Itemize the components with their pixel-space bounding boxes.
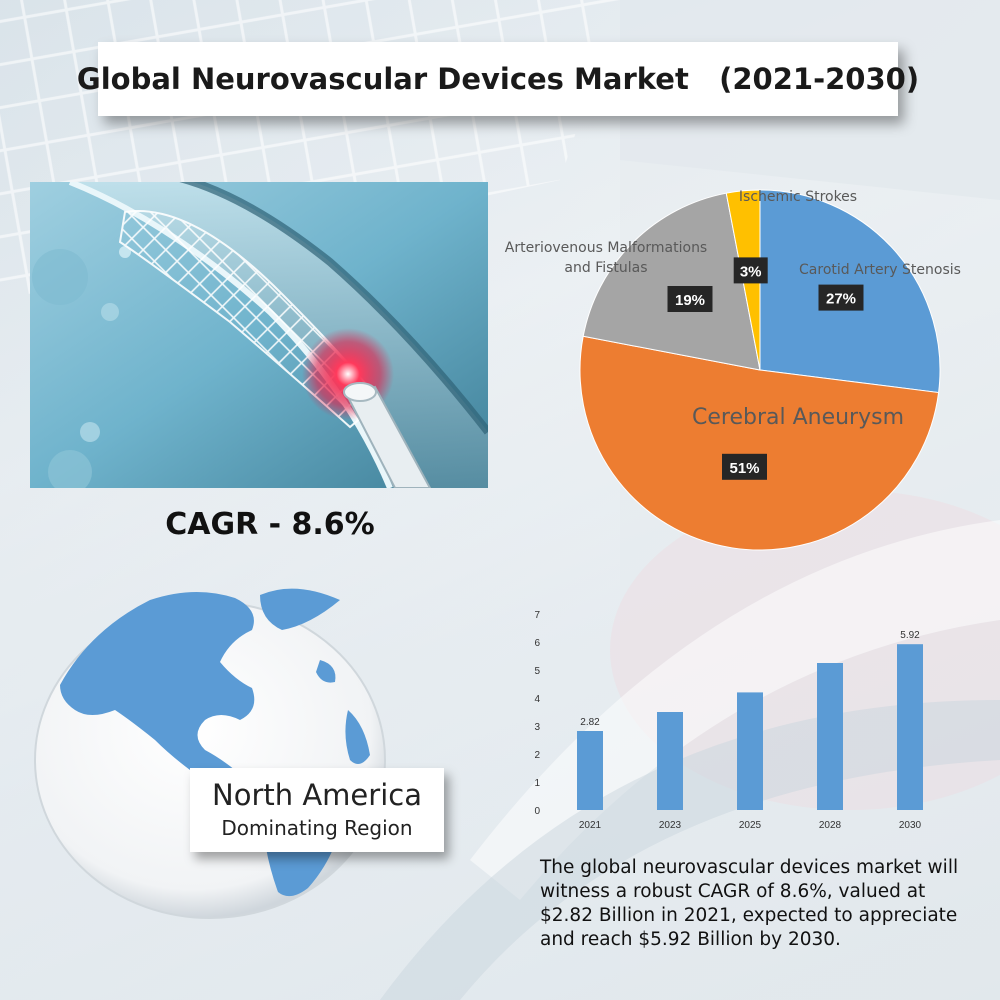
- pie-category-label: Carotid Artery Stenosis: [799, 262, 961, 278]
- title-box: Global Neurovascular Devices Market (202…: [77, 42, 919, 116]
- svg-text:19%: 19%: [675, 292, 705, 309]
- bar-chart: 0 1 2 3 4 5 6 7 2021 2.82 2023 2025 2028 2030 5.92: [520, 600, 960, 840]
- x-tick-label: 2021: [579, 820, 602, 831]
- bar-data-label: 2.82: [580, 717, 600, 728]
- x-tick-label: 2030: [899, 820, 922, 831]
- x-tick-label: 2025: [739, 820, 762, 831]
- globe-icon: [20, 570, 400, 920]
- y-tick-label: 0: [534, 806, 540, 817]
- bar-data-label: 5.92: [900, 630, 920, 641]
- y-tick-label: 4: [534, 694, 540, 705]
- y-tick-label: 7: [534, 610, 540, 621]
- pie-chart: 27% 51% 19% 3% Carotid Artery Stenosis Cerebr…: [500, 170, 980, 560]
- bar-2028: [817, 663, 843, 810]
- pie-value-label: 19%: [667, 286, 713, 312]
- pie-category-label: Cerebral Aneurysm: [692, 405, 904, 430]
- bar-2025: [737, 692, 763, 810]
- stent-illustration: [30, 182, 488, 488]
- pie-slice-cerebral-aneurysm: [579, 335, 940, 551]
- y-tick-label: 2: [534, 750, 540, 761]
- cagr-label: CAGR - 8.6%: [165, 507, 375, 542]
- pie-value-label: 51%: [722, 453, 767, 480]
- svg-text:27%: 27%: [826, 291, 856, 308]
- y-tick-label: 3: [534, 722, 540, 733]
- page-title: Global Neurovascular Devices Market (202…: [76, 62, 920, 96]
- region-subtitle: Dominating Region: [221, 816, 413, 840]
- x-tick-label: 2023: [659, 820, 682, 831]
- summary-text: The global neurovascular devices market …: [540, 857, 959, 950]
- bar-2030: [897, 644, 923, 810]
- pie-category-label: Ischemic Strokes: [739, 189, 857, 205]
- pie-category-label: Arteriovenous Malformations and Fistulas: [505, 240, 707, 276]
- y-tick-label: 6: [534, 638, 540, 649]
- x-tick-label: 2028: [819, 820, 842, 831]
- region-name: North America: [212, 778, 422, 812]
- svg-text:51%: 51%: [729, 460, 759, 477]
- pie-slice-avm-fistulas: [582, 192, 761, 371]
- region-box: North America Dominating Region: [190, 768, 444, 852]
- y-tick-label: 5: [534, 666, 540, 677]
- pie-value-label: 27%: [818, 284, 864, 311]
- pie-value-label: 3%: [733, 257, 768, 284]
- y-tick-label: 1: [534, 778, 540, 789]
- bar-2023: [657, 712, 683, 810]
- svg-text:3%: 3%: [740, 263, 762, 280]
- bar-2021: [577, 731, 603, 810]
